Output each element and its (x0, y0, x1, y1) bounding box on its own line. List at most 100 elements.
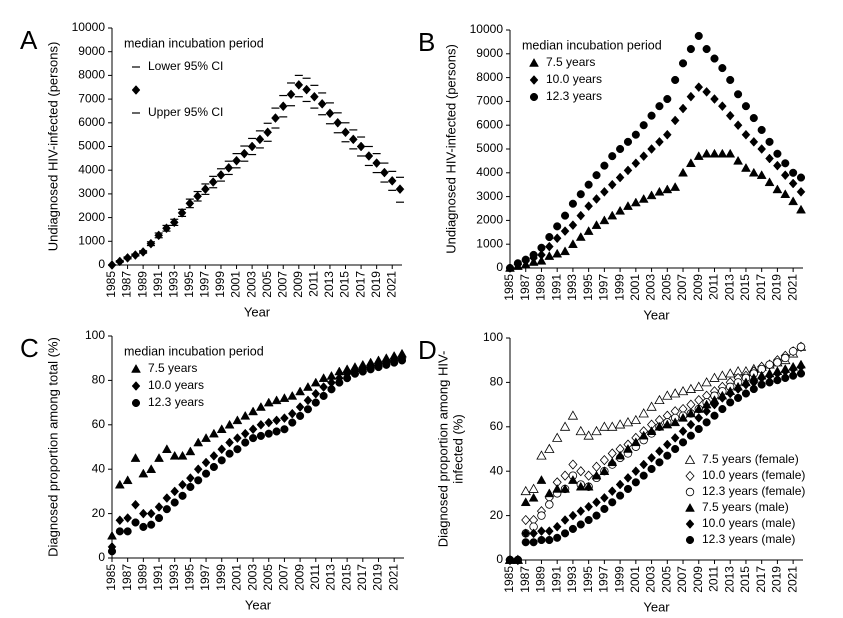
x-tick-label: 2011 (307, 271, 321, 297)
data-point (576, 520, 585, 529)
legend-symbol (131, 363, 141, 373)
data-point (139, 522, 148, 531)
data-point (781, 353, 790, 363)
legend-title: median incubation period (124, 36, 264, 50)
data-point (616, 491, 625, 500)
data-point (131, 250, 140, 260)
data-point (631, 158, 641, 169)
data-point (208, 177, 218, 187)
data-point (107, 530, 117, 540)
data-point (224, 419, 235, 429)
data-point (255, 134, 265, 145)
data-point (146, 238, 156, 249)
y-tick-label: 0 (98, 550, 105, 564)
data-point (552, 248, 563, 258)
data-point (671, 75, 680, 85)
data-point (217, 456, 226, 465)
data-point (247, 141, 257, 152)
data-point (241, 438, 250, 447)
data-point (677, 385, 689, 396)
data-point (225, 437, 234, 448)
data-point (717, 370, 728, 380)
data-point (655, 136, 664, 147)
data-point (701, 377, 712, 387)
x-tick-label: 2013 (722, 274, 736, 301)
data-point (671, 444, 680, 454)
x-tick-label: 1987 (120, 564, 134, 591)
x-tick-label: 2019 (770, 274, 784, 301)
data-point (537, 526, 546, 537)
data-point (583, 430, 594, 440)
x-tick-label: 2009 (292, 564, 306, 591)
data-point (616, 144, 625, 154)
data-point (123, 513, 133, 523)
data-point (552, 483, 563, 493)
x-tick-label: 2017 (754, 566, 768, 593)
data-point (663, 451, 672, 460)
data-point (559, 421, 571, 431)
x-tick-label: 1999 (612, 566, 626, 593)
data-point (545, 500, 554, 509)
y-axis-label: Diagnosed proportion among total (%) (45, 337, 60, 557)
data-point (796, 342, 806, 352)
x-tick-label: 1995 (183, 564, 197, 591)
y-tick-label: 2000 (78, 210, 105, 224)
x-tick-label: 1997 (597, 274, 611, 301)
x-tick-label: 2015 (339, 564, 353, 591)
legend-label: 12.3 years (546, 89, 602, 103)
data-point (694, 395, 704, 406)
data-point (146, 464, 157, 473)
data-point (789, 371, 798, 380)
legend-symbol (529, 57, 539, 67)
data-point (630, 197, 641, 207)
data-point (725, 388, 735, 399)
panel-letter: C (20, 333, 39, 363)
data-point (154, 502, 164, 512)
y-tick-label: 8000 (78, 68, 105, 82)
legend-symbol (529, 75, 539, 85)
data-point (623, 443, 633, 453)
data-point (325, 108, 335, 119)
data-point (224, 162, 234, 173)
x-tick-label: 2003 (644, 274, 658, 301)
data-point (591, 470, 602, 480)
data-point (529, 250, 538, 259)
data-point (623, 165, 633, 176)
data-point (567, 475, 578, 484)
data-point (638, 430, 649, 440)
data-point (343, 374, 352, 383)
data-point (225, 449, 234, 458)
data-point (607, 210, 618, 220)
data-point (639, 471, 648, 480)
data-point (528, 483, 539, 493)
data-point (622, 417, 634, 427)
legend-symbol (685, 535, 695, 545)
data-point (702, 87, 711, 97)
data-point (670, 417, 681, 427)
y-tick-label: 4000 (78, 162, 105, 176)
data-point (718, 64, 727, 73)
data-point (240, 428, 250, 439)
data-point (575, 481, 586, 491)
data-point (177, 207, 187, 218)
x-tick-label: 1989 (534, 274, 548, 301)
data-point (568, 524, 577, 533)
data-point (239, 148, 249, 159)
data-point (280, 413, 289, 424)
x-tick-label: 2005 (659, 274, 673, 301)
x-tick-label: 2001 (628, 566, 642, 593)
data-point (255, 402, 266, 411)
data-point (536, 255, 547, 265)
x-tick-label: 1989 (136, 564, 150, 591)
data-point (647, 464, 656, 474)
data-point (607, 448, 617, 459)
data-point (693, 404, 704, 413)
data-point (264, 417, 274, 428)
y-tick-label: 5000 (78, 139, 105, 153)
data-point (303, 382, 313, 391)
x-tick-label: 1995 (182, 271, 196, 298)
data-point (686, 419, 696, 430)
data-point (520, 485, 531, 496)
legend-label: 12.3 years (female) (702, 484, 805, 498)
data-point (162, 493, 172, 503)
